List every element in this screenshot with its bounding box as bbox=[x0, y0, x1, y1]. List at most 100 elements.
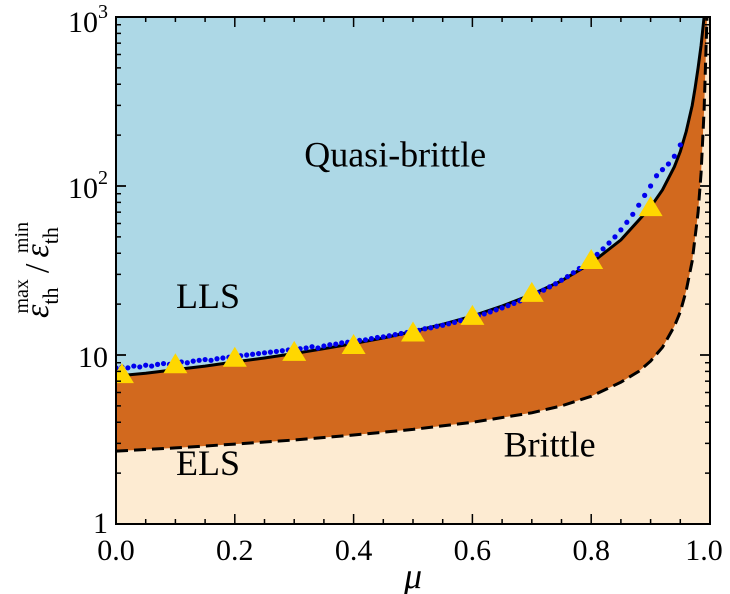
simulation-dot-3 bbox=[131, 363, 137, 369]
series-layer bbox=[116, 142, 683, 384]
simulation-dot-64 bbox=[493, 307, 499, 313]
simulation-dot-34 bbox=[315, 345, 321, 351]
simulation-dot-87 bbox=[630, 211, 636, 217]
simulation-dot-12 bbox=[184, 360, 190, 366]
simulation-dot-22 bbox=[244, 352, 250, 358]
simulation-dot-83 bbox=[606, 240, 612, 246]
simulation-dot-53 bbox=[428, 325, 434, 331]
simulation-dot-41 bbox=[356, 337, 363, 344]
y-tick-label-1: 1 bbox=[93, 507, 108, 540]
simulation-dot-77 bbox=[570, 270, 576, 276]
simulation-dot-48 bbox=[398, 330, 404, 337]
simulation-dot-27 bbox=[273, 348, 279, 355]
x-tick-label-1: 0.2 bbox=[216, 534, 254, 567]
region-label-brittle: Brittle bbox=[504, 425, 596, 465]
simulation-dot-91 bbox=[653, 173, 660, 179]
simulation-dot-76 bbox=[564, 274, 571, 280]
simulation-dot-90 bbox=[648, 183, 654, 189]
simulation-dot-74 bbox=[552, 281, 559, 287]
simulation-dot-18 bbox=[220, 355, 226, 361]
simulation-dot-66 bbox=[505, 303, 511, 309]
simulation-dot-6 bbox=[149, 363, 155, 369]
simulation-dot-92 bbox=[659, 167, 666, 173]
triangle-marker-5 bbox=[401, 321, 425, 342]
simulation-dot-67 bbox=[511, 300, 517, 306]
triangle-marker-4 bbox=[341, 334, 366, 355]
quasi-brittle-region bbox=[116, 17, 710, 377]
simulation-dot-84 bbox=[612, 234, 618, 240]
simulation-dot-94 bbox=[671, 153, 677, 159]
simulation-dot-8 bbox=[160, 360, 167, 367]
svg-text:εthmax/εthmin: εthmax/εthmin bbox=[11, 222, 63, 318]
simulation-dot-89 bbox=[642, 192, 648, 198]
triangle-marker-7 bbox=[519, 281, 544, 302]
simulation-dot-2 bbox=[125, 365, 131, 371]
y-label-epsilon-min: ε bbox=[19, 244, 56, 258]
y-label-sub-min: th bbox=[38, 227, 63, 244]
simulation-dot-7 bbox=[154, 361, 161, 367]
x-tick-label-3: 0.6 bbox=[454, 534, 492, 567]
simulation-dot-54 bbox=[434, 323, 440, 329]
simulation-dot-23 bbox=[250, 351, 256, 357]
x-tick-label-4: 0.8 bbox=[572, 534, 610, 567]
simulation-dot-14 bbox=[196, 357, 202, 363]
y-tick-label-10: 10 bbox=[78, 341, 108, 374]
simulation-dot-4 bbox=[137, 364, 143, 370]
simulation-dot-81 bbox=[594, 251, 600, 257]
region-label-quasi-brittle: Quasi-brittle bbox=[304, 135, 486, 175]
simulation-dot-36 bbox=[327, 342, 333, 348]
simulation-dot-95 bbox=[677, 142, 683, 148]
simulation-dot-46 bbox=[386, 333, 392, 339]
simulation-dot-47 bbox=[392, 332, 398, 338]
triangle-marker-1 bbox=[163, 353, 188, 374]
simulation-dot-35 bbox=[321, 343, 327, 349]
simulation-dot-17 bbox=[214, 356, 220, 362]
triangle-marker-2 bbox=[222, 346, 247, 367]
simulation-dot-73 bbox=[547, 284, 553, 290]
simulation-dot-55 bbox=[440, 322, 446, 328]
triangle-marker-0 bbox=[116, 363, 134, 384]
triangle-marker-6 bbox=[460, 304, 485, 325]
y-tick-exponent-100: 2 bbox=[98, 167, 108, 189]
simulation-dot-88 bbox=[636, 202, 642, 208]
triangle-marker-3 bbox=[282, 340, 307, 361]
simulation-dot-13 bbox=[190, 358, 196, 364]
y-label-sup-max: max bbox=[11, 279, 33, 313]
simulation-dot-82 bbox=[600, 246, 606, 252]
y-label-separator: / bbox=[19, 263, 56, 273]
x-tick-label-5: 1.0 bbox=[685, 534, 723, 567]
y-label-sub-max: th bbox=[38, 288, 63, 305]
region-labels: Quasi-brittle LLS ELS Brittle bbox=[176, 135, 596, 483]
simulation-dot-57 bbox=[451, 319, 458, 325]
x-tick-label-0: 0.0 bbox=[97, 534, 135, 567]
triangle-marker-8 bbox=[579, 248, 604, 269]
simulation-dot-33 bbox=[309, 344, 315, 350]
simulation-dot-44 bbox=[374, 334, 380, 341]
y-axis-label: εthmax/εthmin bbox=[11, 222, 63, 318]
y-label-epsilon-max: ε bbox=[19, 304, 56, 318]
simulation-dot-58 bbox=[457, 317, 464, 324]
lower-boundary-line bbox=[116, 17, 709, 453]
simulation-dot-16 bbox=[208, 357, 214, 363]
simulation-dot-28 bbox=[279, 348, 285, 354]
transition-band bbox=[116, 17, 710, 452]
upper-boundary-line bbox=[116, 17, 706, 378]
simulation-dot-72 bbox=[541, 287, 547, 293]
simulation-dot-24 bbox=[255, 350, 262, 357]
simulation-dot-52 bbox=[422, 326, 428, 332]
x-axis-label: μ bbox=[403, 556, 422, 594]
simulation-dot-85 bbox=[618, 227, 624, 233]
simulation-dot-38 bbox=[339, 340, 345, 346]
plot-area bbox=[116, 17, 710, 524]
simulation-dot-62 bbox=[481, 311, 487, 317]
simulation-dot-63 bbox=[487, 309, 493, 315]
ticks-layer bbox=[115, 16, 711, 525]
y-tick-exponent-1000: 3 bbox=[98, 1, 108, 23]
simulation-dot-93 bbox=[665, 161, 672, 167]
simulation-dot-37 bbox=[333, 341, 339, 347]
simulation-dot-56 bbox=[446, 321, 452, 327]
simulation-dot-25 bbox=[261, 350, 268, 356]
simulation-dot-15 bbox=[202, 356, 208, 363]
region-label-els: ELS bbox=[176, 443, 240, 483]
